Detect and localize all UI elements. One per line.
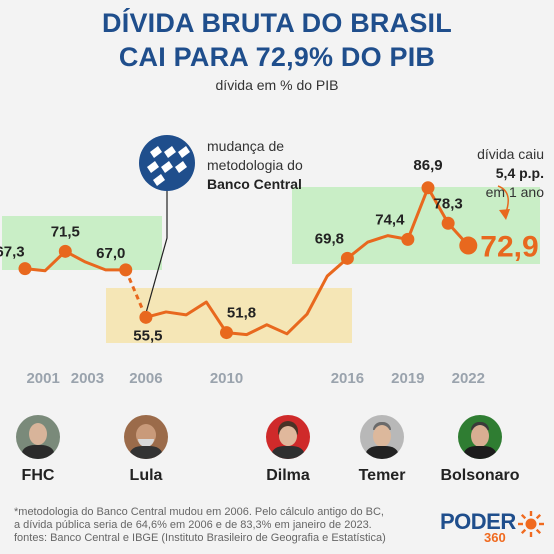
drop-arrowhead-icon bbox=[499, 209, 510, 220]
president-lula: Lula bbox=[96, 415, 196, 485]
bolsonaro-photo bbox=[458, 415, 502, 459]
debt-chart: 67,3 71,5 67,0 55,5 51,8 69,8 74,4 86,9 78,3 72,9… bbox=[0, 135, 540, 387]
president-name: FHC bbox=[21, 467, 55, 484]
methodology-line2: metodologia do bbox=[207, 157, 303, 173]
methodology-annotation: mudança de metodologia do Banco Central bbox=[207, 137, 303, 194]
x-tick-label: 2003 bbox=[71, 370, 104, 387]
x-tick-label: 2010 bbox=[210, 370, 243, 387]
president-name: Bolsonaro bbox=[440, 467, 520, 484]
lula-photo bbox=[124, 415, 168, 459]
data-point-2016 bbox=[340, 251, 354, 265]
data-point-2000 bbox=[18, 262, 32, 276]
data-label-2019: 74,4 bbox=[375, 211, 405, 228]
footnote-line2: a dívida pública seria de 64,6% em 2006 … bbox=[14, 519, 372, 531]
fhc-photo bbox=[16, 415, 60, 459]
drop-line1: dívida caiu bbox=[477, 146, 544, 162]
high-debt-band bbox=[292, 187, 540, 264]
data-point-2021 bbox=[441, 216, 455, 230]
page-title-line2: CAI PARA 72,9% DO PIB bbox=[118, 42, 436, 72]
temer-photo bbox=[360, 415, 404, 459]
president-fhc: FHC bbox=[0, 415, 88, 485]
data-label-2002: 71,5 bbox=[51, 223, 80, 240]
drop-annotation: dívida caiu 5,4 p.p. em 1 ano bbox=[440, 145, 544, 202]
page-title-line1: DÍVIDA BRUTA DO BRASIL bbox=[102, 8, 452, 38]
president-bolsonaro: Bolsonaro bbox=[430, 415, 530, 485]
dilma-photo bbox=[266, 415, 310, 459]
footnote-line1: *metodologia do Banco Central mudou em 2… bbox=[14, 506, 384, 518]
methodology-leader-line bbox=[145, 191, 168, 314]
logo-word: PODER bbox=[440, 509, 516, 534]
central-bank-logo-icon bbox=[139, 135, 195, 191]
president-name: Dilma bbox=[266, 467, 310, 484]
page-subtitle: dívida em % do PIB bbox=[215, 77, 339, 93]
footnote-line3: fontes: Banco Central e IBGE (Instituto … bbox=[14, 532, 386, 544]
data-label-2021: 78,3 bbox=[434, 195, 463, 212]
data-point-2022 bbox=[459, 236, 478, 255]
data-point-2006 bbox=[139, 310, 153, 324]
president-dilma: Dilma bbox=[238, 415, 338, 485]
data-label-2000: 67,3 bbox=[0, 244, 25, 261]
president-name: Lula bbox=[129, 467, 163, 484]
data-label-2010: 51,8 bbox=[227, 305, 256, 322]
x-tick-label: 2001 bbox=[26, 370, 59, 387]
president-name: Temer bbox=[358, 467, 406, 484]
drop-line2: 5,4 p.p. bbox=[495, 165, 544, 181]
data-point-2020 bbox=[421, 181, 435, 195]
logo-number: 360 bbox=[484, 530, 506, 545]
data-label-2022: 72,9 bbox=[480, 231, 538, 264]
new-method-line bbox=[145, 186, 470, 337]
drop-line3: em 1 ano bbox=[485, 184, 544, 200]
logo-sun-icon bbox=[518, 511, 544, 537]
data-label-2006: 55,5 bbox=[133, 327, 162, 344]
data-label-2016: 69,8 bbox=[315, 230, 344, 247]
x-tick-label: 2019 bbox=[391, 370, 424, 387]
data-point-2010 bbox=[220, 326, 233, 340]
x-tick-label: 2022 bbox=[452, 370, 485, 387]
x-tick-label: 2016 bbox=[331, 370, 364, 387]
data-point-2019 bbox=[401, 232, 415, 246]
old-method-line bbox=[24, 249, 126, 273]
poder360-logo: PODER 360 bbox=[440, 507, 550, 547]
data-label-2005: 67,0 bbox=[96, 245, 125, 262]
data-point-2005 bbox=[119, 263, 133, 277]
data-label-2020: 86,9 bbox=[413, 157, 442, 174]
x-tick-label: 2006 bbox=[129, 370, 162, 387]
methodology-line1: mudança de bbox=[207, 138, 285, 154]
footnote: *metodologia do Banco Central mudou em 2… bbox=[14, 506, 414, 545]
data-point-2002 bbox=[58, 244, 72, 258]
methodology-line3: Banco Central bbox=[207, 176, 302, 192]
president-temer: Temer bbox=[332, 415, 432, 485]
